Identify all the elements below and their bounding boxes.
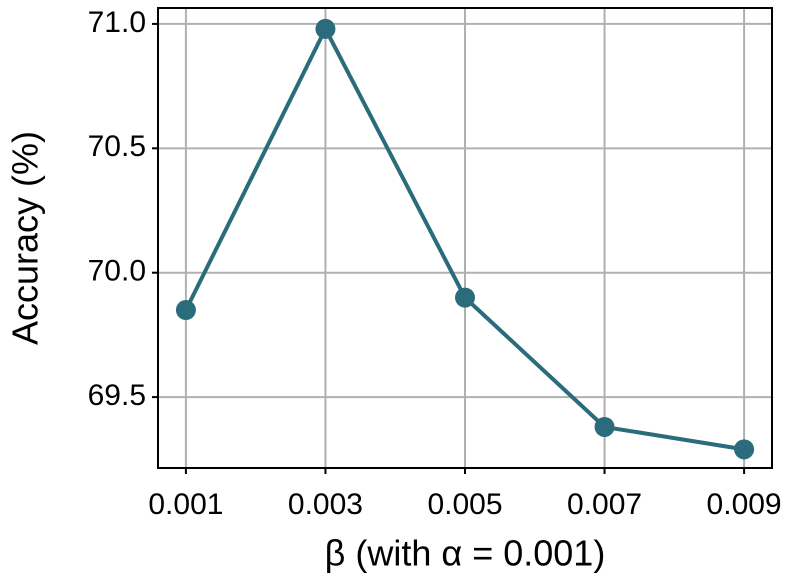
x-tick-label: 0.003	[288, 488, 363, 521]
y-tick-label: 69.5	[88, 379, 146, 412]
y-axis-label: Accuracy (%)	[5, 131, 46, 345]
x-tick-label: 0.007	[567, 488, 642, 521]
x-tick-label: 0.005	[427, 488, 502, 521]
x-tick-label: 0.001	[148, 488, 223, 521]
point	[175, 300, 196, 321]
x-axis-label: β (with α = 0.001)	[325, 533, 606, 574]
point	[734, 439, 755, 460]
y-tick-label: 70.5	[88, 130, 146, 163]
point	[594, 416, 615, 437]
y-tick-label: 71.0	[88, 6, 146, 39]
point	[455, 287, 475, 308]
y-tick-label: 70.0	[88, 255, 146, 288]
x-tick-label: 0.009	[707, 488, 782, 521]
plot-frame	[157, 7, 773, 469]
point	[315, 18, 336, 39]
